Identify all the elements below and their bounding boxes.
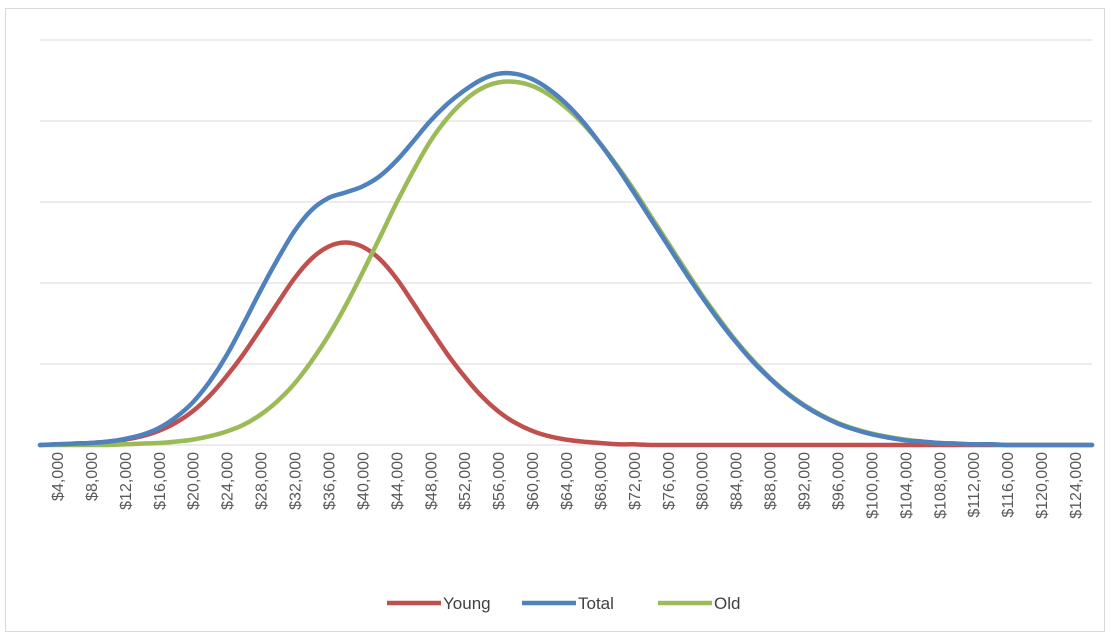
x-tick-label: $108,000 (932, 452, 949, 519)
x-tick-label: $104,000 (898, 452, 915, 519)
series-line-old (37, 79, 1095, 448)
x-tick-label: $8,000 (84, 452, 101, 501)
x-tick-label: $20,000 (186, 452, 203, 510)
x-tick-label: $120,000 (1034, 452, 1051, 519)
x-tick-label: $92,000 (797, 452, 814, 510)
x-tick-label: $52,000 (457, 452, 474, 510)
legend-label-old: Old (714, 594, 740, 613)
x-tick-labels: $4,000 $8,000 $12,000 $16,000 $20,000 $24,000… (50, 452, 1085, 519)
x-tick-label: $84,000 (729, 452, 746, 510)
legend-label-total: Total (578, 594, 614, 613)
x-tick-label: $80,000 (695, 452, 712, 510)
x-tick-label: $32,000 (288, 452, 305, 510)
x-tick-label: $28,000 (254, 452, 271, 510)
x-tick-label: $4,000 (50, 452, 67, 501)
x-tick-label: $96,000 (830, 452, 847, 510)
x-tick-label: $72,000 (627, 452, 644, 510)
x-tick-label: $100,000 (864, 452, 881, 519)
x-tick-label: $56,000 (491, 452, 508, 510)
x-tick-label: $116,000 (1000, 452, 1017, 518)
chart-frame (5, 8, 1105, 632)
series-line-young (37, 240, 1095, 448)
x-tick-label: $68,000 (593, 452, 610, 510)
x-tick-label: $112,000 (966, 452, 983, 518)
x-tick-label: $40,000 (355, 452, 372, 510)
gridlines (40, 39, 1092, 365)
x-tick-label: $36,000 (321, 452, 338, 510)
x-tick-label: $88,000 (763, 452, 780, 510)
x-tick-label: $76,000 (661, 452, 678, 510)
legend: Young Total Old (387, 594, 740, 613)
x-tick-label: $44,000 (389, 452, 406, 510)
x-tick-label: $24,000 (220, 452, 237, 510)
series-line-total (37, 70, 1095, 448)
x-tick-label: $60,000 (525, 452, 542, 510)
legend-label-young: Young (443, 594, 491, 613)
x-tick-label: $64,000 (559, 452, 576, 510)
series-lines (37, 70, 1095, 448)
x-tick-label: $124,000 (1068, 452, 1085, 519)
x-tick-label: $48,000 (423, 452, 440, 510)
x-tick-label: $16,000 (152, 452, 169, 510)
x-tick-label: $12,000 (118, 452, 135, 510)
